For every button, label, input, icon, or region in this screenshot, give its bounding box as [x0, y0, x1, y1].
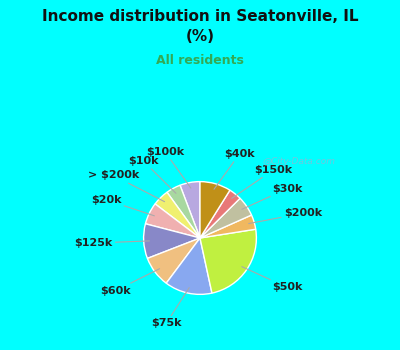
Text: $10k: $10k — [128, 156, 176, 193]
Text: $60k: $60k — [100, 269, 160, 296]
Wedge shape — [200, 229, 256, 293]
Text: > $200k: > $200k — [88, 170, 164, 202]
Text: $50k: $50k — [242, 267, 302, 292]
Text: $20k: $20k — [91, 195, 154, 216]
Wedge shape — [146, 204, 200, 238]
Text: $100k: $100k — [146, 147, 191, 188]
Text: $75k: $75k — [151, 288, 189, 328]
Text: @City-Data.com: @City-Data.com — [262, 158, 335, 166]
Text: $150k: $150k — [232, 165, 293, 198]
Wedge shape — [200, 182, 230, 238]
Text: $200k: $200k — [249, 208, 322, 224]
Text: All residents: All residents — [156, 54, 244, 67]
Wedge shape — [180, 182, 200, 238]
Wedge shape — [144, 224, 200, 258]
Text: Income distribution in Seatonville, IL
(%): Income distribution in Seatonville, IL (… — [42, 9, 358, 43]
Wedge shape — [200, 215, 256, 238]
Wedge shape — [200, 198, 252, 238]
Wedge shape — [148, 238, 200, 283]
Wedge shape — [166, 238, 212, 294]
Text: $30k: $30k — [242, 184, 302, 209]
Wedge shape — [167, 185, 200, 238]
Wedge shape — [200, 190, 240, 238]
Text: $40k: $40k — [214, 149, 255, 189]
Text: $125k: $125k — [74, 238, 149, 248]
Wedge shape — [155, 192, 200, 238]
